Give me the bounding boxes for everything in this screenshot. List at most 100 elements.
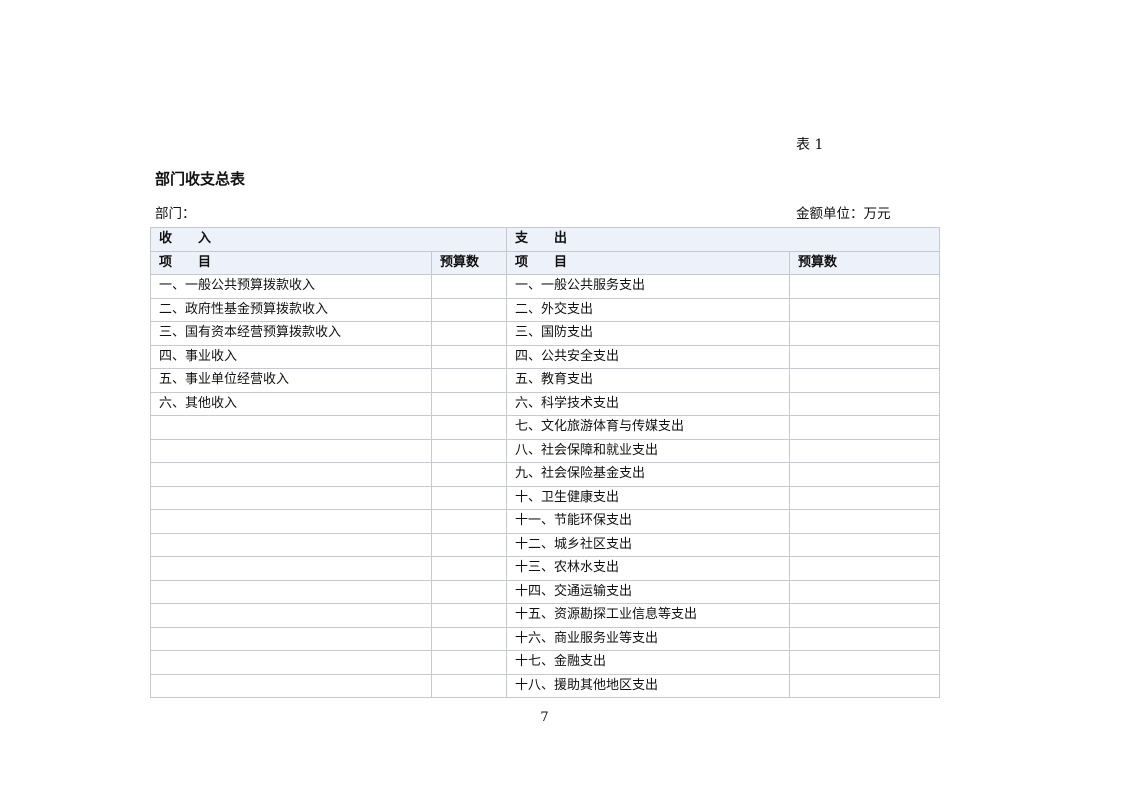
income-budget-cell	[430, 509, 508, 534]
income-item-cell: 四、事业收入	[150, 344, 432, 369]
income-budget-cell	[430, 579, 508, 604]
table-row: 十七、金融支出	[150, 650, 941, 675]
table-row: 四、事业收入 四、公共安全支出	[150, 344, 941, 369]
expenditure-budget-cell	[789, 673, 941, 698]
expenditure-budget-cell	[789, 438, 941, 463]
expenditure-item-cell: 十三、农林水支出	[506, 556, 791, 581]
expenditure-budget-cell	[789, 650, 941, 675]
expenditure-item-cell: 八、社会保障和就业支出	[506, 438, 791, 463]
table-row: 十一、节能环保支出	[150, 509, 941, 534]
income-item-cell	[150, 556, 432, 581]
page-number: 7	[540, 710, 549, 725]
expenditure-item-cell: 十四、交通运输支出	[506, 579, 791, 604]
income-item-cell	[150, 485, 432, 510]
income-budget-cell	[430, 485, 508, 510]
income-item-cell: 五、事业单位经营收入	[150, 368, 432, 393]
income-budget-cell	[430, 297, 508, 322]
page-title: 部门收支总表	[155, 170, 246, 188]
column-header-row: 项 目 预算数 项 目 预算数	[150, 250, 941, 275]
income-budget-cell	[430, 344, 508, 369]
expenditure-section-header: 支 出	[506, 227, 941, 252]
table-row: 八、社会保障和就业支出	[150, 438, 941, 463]
expenditure-budget-header: 预算数	[789, 250, 941, 275]
unit-label: 金额单位：万元	[796, 206, 891, 222]
expenditure-budget-cell	[789, 274, 941, 299]
department-label: 部门：	[155, 206, 196, 222]
expenditure-item-cell: 九、社会保险基金支出	[506, 462, 791, 487]
expenditure-item-cell: 三、国防支出	[506, 321, 791, 346]
expenditure-budget-cell	[789, 321, 941, 346]
income-budget-cell	[430, 556, 508, 581]
expenditure-item-cell: 十二、城乡社区支出	[506, 532, 791, 557]
table-row: 七、文化旅游体育与传媒支出	[150, 415, 941, 440]
income-budget-cell	[430, 673, 508, 698]
income-item-cell	[150, 650, 432, 675]
income-budget-cell	[430, 438, 508, 463]
table-row: 十八、援助其他地区支出	[150, 673, 941, 698]
expenditure-budget-cell	[789, 626, 941, 651]
expenditure-item-cell: 二、外交支出	[506, 297, 791, 322]
expenditure-budget-cell	[789, 344, 941, 369]
income-budget-header: 预算数	[430, 250, 508, 275]
expenditure-item-cell: 六、科学技术支出	[506, 391, 791, 416]
income-budget-cell	[430, 462, 508, 487]
table-row: 一、一般公共预算拨款收入 一、一般公共服务支出	[150, 274, 941, 299]
expenditure-budget-cell	[789, 415, 941, 440]
income-item-cell: 六、其他收入	[150, 391, 432, 416]
expenditure-budget-cell	[789, 297, 941, 322]
table-row: 十二、城乡社区支出	[150, 532, 941, 557]
income-item-cell	[150, 509, 432, 534]
table-row: 十六、商业服务业等支出	[150, 626, 941, 651]
income-item-cell	[150, 462, 432, 487]
income-item-cell	[150, 579, 432, 604]
expenditure-item-cell: 十七、金融支出	[506, 650, 791, 675]
income-section-header: 收 入	[149, 227, 508, 252]
section-header-row: 收 入 支 出	[149, 227, 941, 252]
expenditure-budget-cell	[789, 462, 941, 487]
income-item-cell	[150, 626, 432, 651]
income-budget-cell	[430, 532, 508, 557]
income-budget-cell	[430, 391, 508, 416]
income-item-header: 项 目	[150, 250, 432, 275]
income-budget-cell	[430, 626, 508, 651]
table-body: 收 入 支 出 项 目 预算数 项 目 预算数 一、一般公共预算拨款收入 一、一般…	[149, 227, 941, 698]
expenditure-item-cell: 七、文化旅游体育与传媒支出	[506, 415, 791, 440]
expenditure-item-cell: 一、一般公共服务支出	[506, 274, 791, 299]
income-budget-cell	[430, 274, 508, 299]
expenditure-item-cell: 十一、节能环保支出	[506, 509, 791, 534]
income-budget-cell	[430, 650, 508, 675]
income-budget-cell	[430, 368, 508, 393]
expenditure-item-header: 项 目	[506, 250, 791, 275]
table-row: 十四、交通运输支出	[150, 579, 941, 604]
table-row: 五、事业单位经营收入 五、教育支出	[150, 368, 941, 393]
income-budget-cell	[430, 321, 508, 346]
expenditure-budget-cell	[789, 579, 941, 604]
table-caption-label: 表 1	[796, 137, 824, 153]
table-row: 十、卫生健康支出	[150, 485, 941, 510]
expenditure-item-cell: 十、卫生健康支出	[506, 485, 791, 510]
expenditure-budget-cell	[789, 368, 941, 393]
table-row: 六、其他收入 六、科学技术支出	[150, 391, 941, 416]
table-row: 三、国有资本经营预算拨款收入 三、国防支出	[150, 321, 941, 346]
expenditure-budget-cell	[789, 532, 941, 557]
expenditure-item-cell: 十五、资源勘探工业信息等支出	[506, 603, 791, 628]
income-item-cell: 一、一般公共预算拨款收入	[150, 274, 432, 299]
table-row: 十三、农林水支出	[150, 556, 941, 581]
expenditure-budget-cell	[789, 509, 941, 534]
expenditure-item-cell: 十六、商业服务业等支出	[506, 626, 791, 651]
income-budget-cell	[430, 603, 508, 628]
expenditure-item-cell: 四、公共安全支出	[506, 344, 791, 369]
income-item-cell	[150, 603, 432, 628]
expenditure-budget-cell	[789, 556, 941, 581]
income-item-cell: 二、政府性基金预算拨款收入	[150, 297, 432, 322]
expenditure-budget-cell	[789, 391, 941, 416]
expenditure-budget-cell	[789, 485, 941, 510]
budget-summary-table: 收 入 支 出 项 目 预算数 项 目 预算数 一、一般公共预算拨款收入 一、一般…	[149, 227, 941, 698]
expenditure-budget-cell	[789, 603, 941, 628]
expenditure-item-cell: 五、教育支出	[506, 368, 791, 393]
table-row: 九、社会保险基金支出	[150, 462, 941, 487]
table-row: 十五、资源勘探工业信息等支出	[150, 603, 941, 628]
income-item-cell	[150, 438, 432, 463]
income-budget-cell	[430, 415, 508, 440]
